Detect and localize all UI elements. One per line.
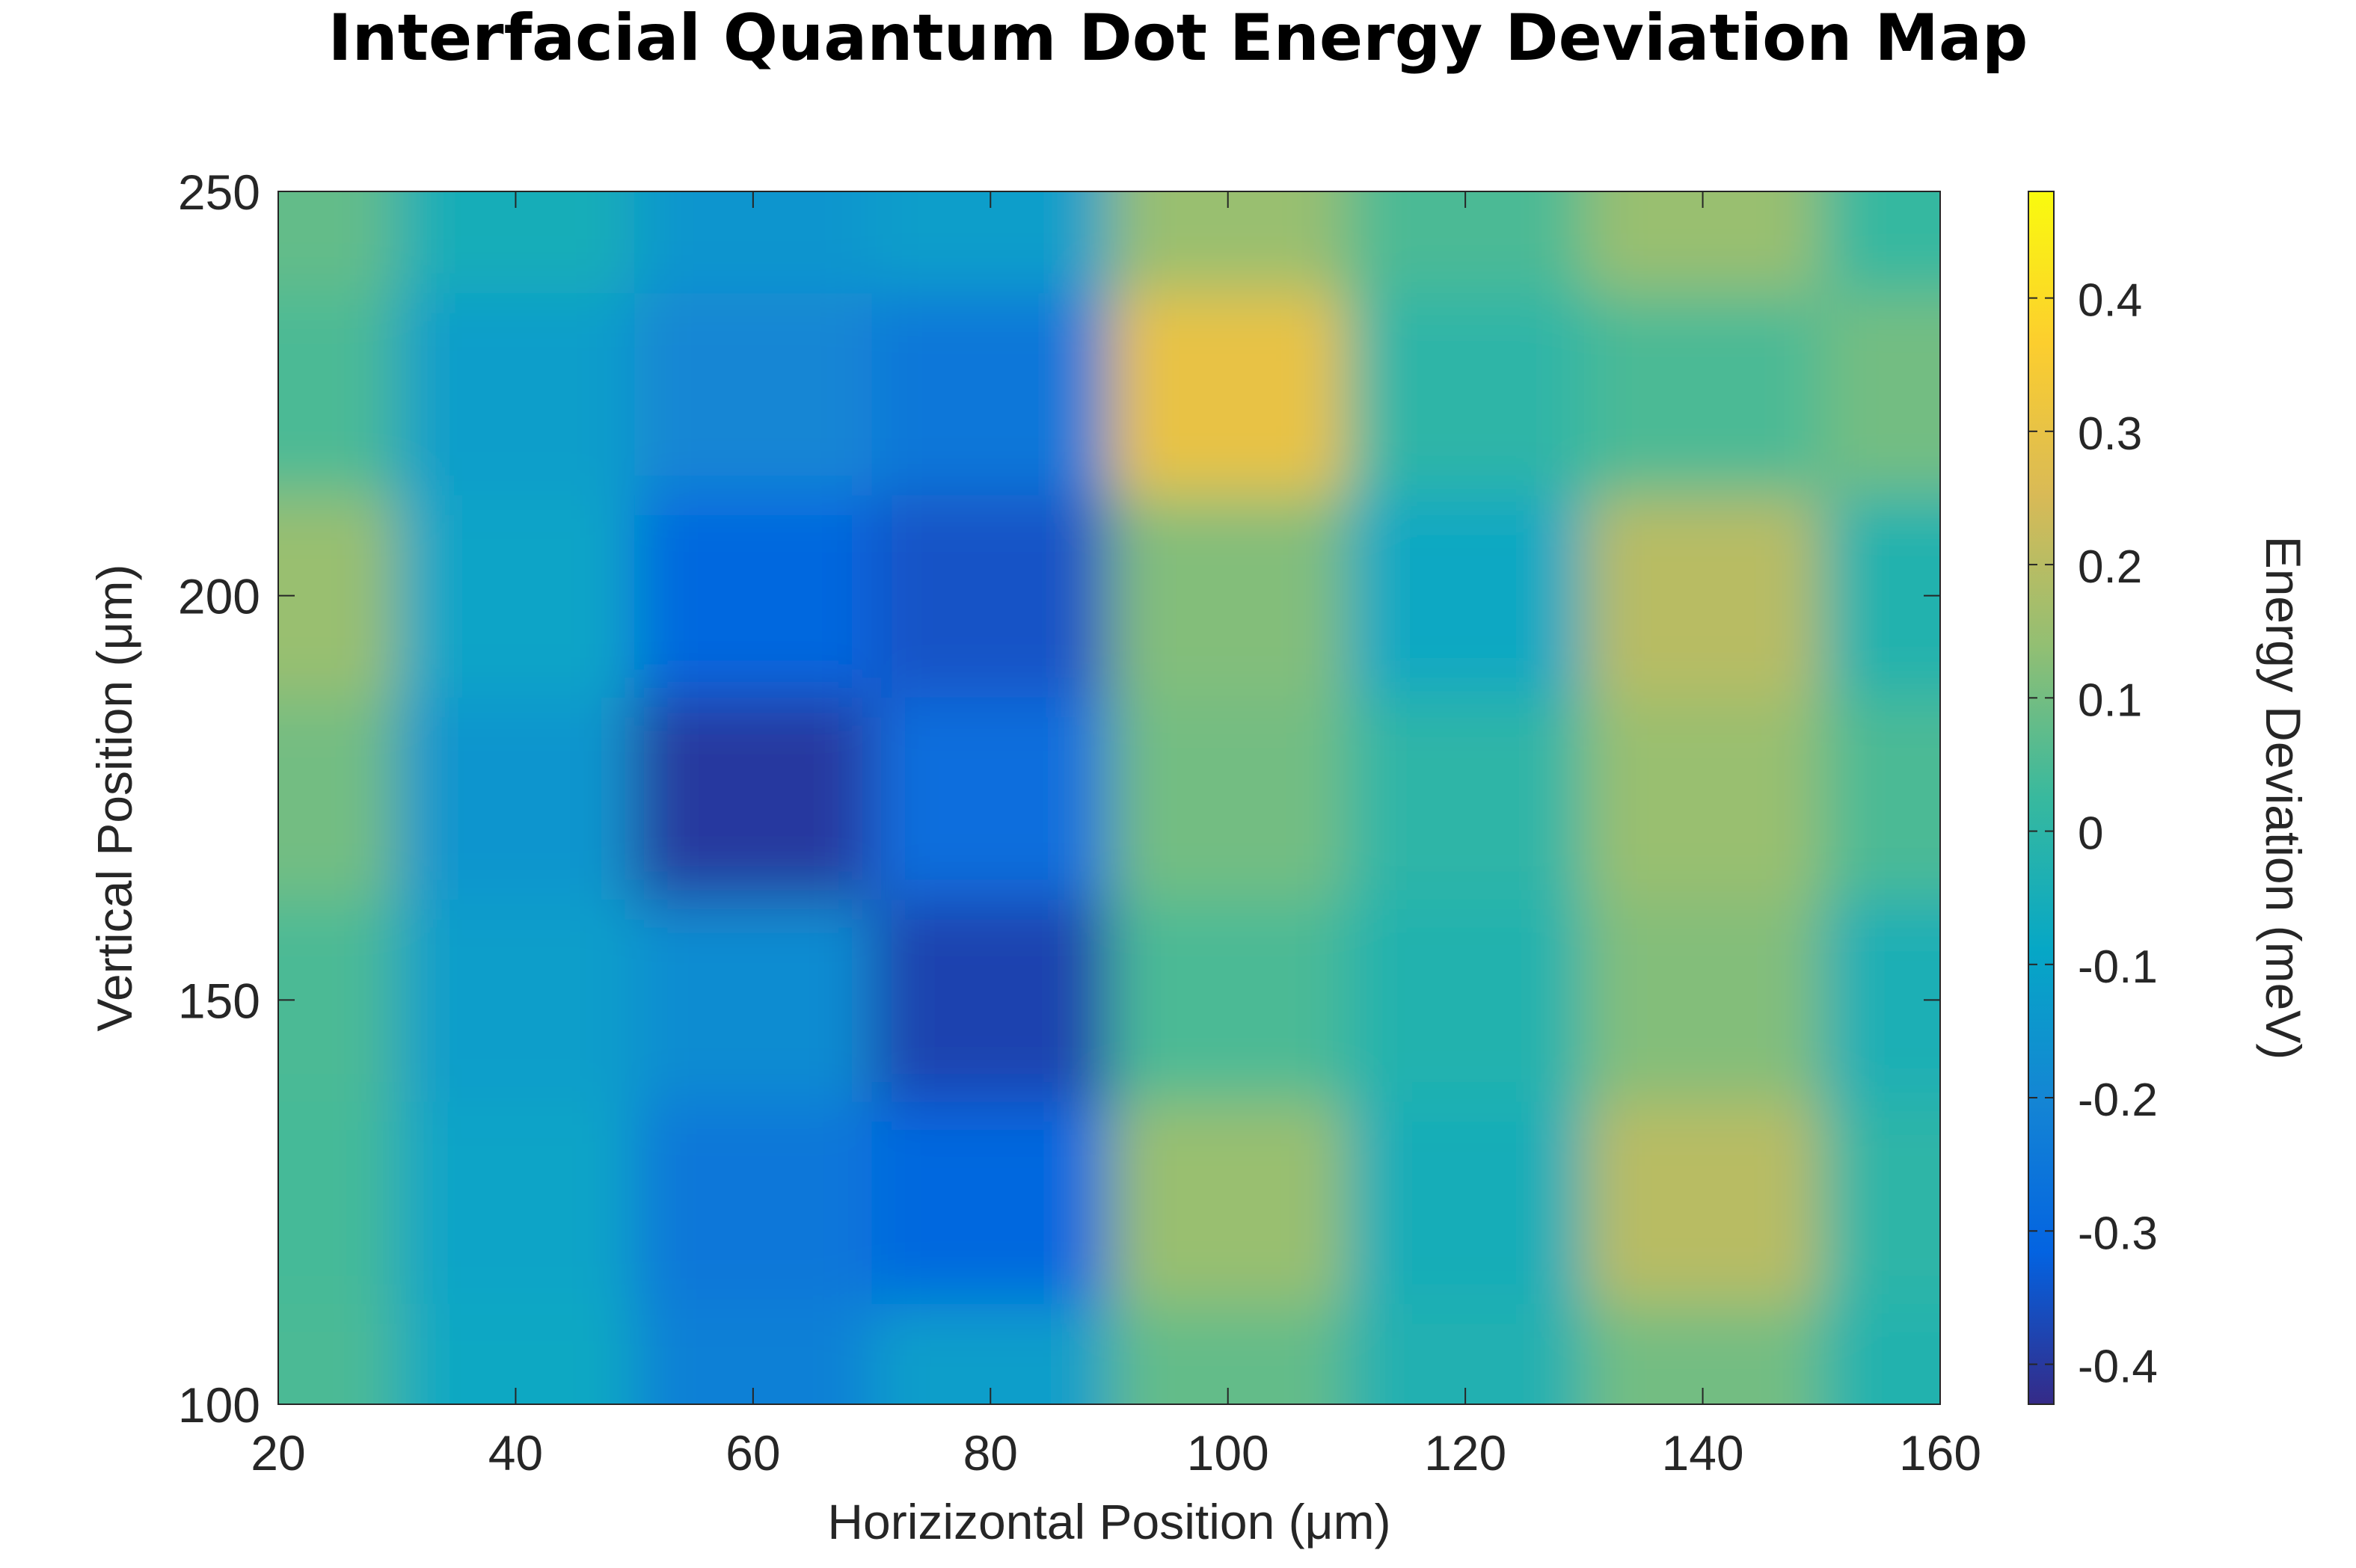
heatmap-cell [1346,1303,1585,1404]
heatmap-cell [396,191,636,294]
heatmap-cell [871,696,1110,900]
heatmap-cell [1821,191,1940,294]
x-tick-label: 140 [1662,1425,1744,1481]
colorbar-tick-label: 0 [2078,808,2103,860]
y-tick-label: 250 [178,165,260,220]
heatmap-cell [1109,1101,1348,1304]
heatmap-cell [278,1303,398,1404]
heatmap-cell [1109,292,1348,496]
heatmap-cell [396,1303,636,1404]
heatmap-cell [634,1101,873,1304]
heatmap-cell [634,1303,873,1404]
x-tick-label: 80 [963,1425,1018,1481]
x-tick-label: 20 [251,1425,305,1481]
heatmap-cell [1821,696,1940,900]
y-tick-label: 150 [178,973,260,1028]
heatmap-cell [278,696,398,900]
colorbar-tick-label: 0.2 [2078,541,2142,593]
heatmap-cell [634,494,873,698]
heatmap-cell [396,1101,636,1304]
heatmap-cell [278,292,398,496]
colorbar: -0.4 -0.3 -0.2 -0.1 0 0.1 0.2 0.3 0.4 [2028,191,2158,1405]
heatmap-cell [1109,1303,1348,1404]
x-axis-label: Horizizontal Position (μm) [827,1494,1390,1549]
x-tick-label: 100 [1187,1425,1269,1481]
colorbar-tick-label: -0.2 [2078,1074,2158,1126]
heatmap-cell [278,899,398,1102]
heatmap-cell [871,899,1110,1102]
y-tick-label: 200 [178,569,260,624]
heatmap-cell [871,1303,1110,1404]
heatmap-cell [1109,494,1348,698]
heatmap-cell [871,1101,1110,1304]
colorbar-tick-label: 0.1 [2078,674,2142,726]
heatmap-cell [634,696,873,900]
heatmap-cell [634,899,873,1102]
heatmap-cell [396,292,636,496]
plot-frame [277,191,1941,1405]
heatmap-cell [1821,1303,1940,1404]
x-tick-label: 160 [1899,1425,1981,1481]
heatmap-cell [1583,292,1823,496]
colorbar-gradient [2028,191,2055,1405]
heatmap-cell [1109,191,1348,294]
heatmap-cell [1583,1101,1823,1304]
heatmap-cells [278,191,1940,1404]
colorbar-tick-label: -0.1 [2078,941,2158,993]
heatmap-cell [278,1101,398,1304]
heatmap-cell [871,292,1110,496]
heatmap-cell [396,696,636,900]
heatmap-cell [871,191,1110,294]
heatmap-cell [1346,696,1585,900]
y-tick-label: 100 [178,1377,260,1433]
heatmap-cell [1346,191,1585,294]
colorbar-ticks: -0.4 -0.3 -0.2 -0.1 0 0.1 0.2 0.3 0.4 [2028,275,2158,1393]
heatmap-cell [871,494,1110,698]
heatmap-cell [1821,1101,1940,1304]
heatmap-cell [634,191,873,294]
heatmap-cell [1583,1303,1823,1404]
heatmap-cell [1821,292,1940,496]
heatmap-cell [1109,696,1348,900]
heatmap-cell [1346,1101,1585,1304]
heatmap-cell [634,292,873,496]
heatmap-cell [1346,899,1585,1102]
y-axis-label: Vertical Position (μm) [87,565,142,1032]
heatmap-cell [1109,899,1348,1102]
colorbar-tick-label: 0.4 [2078,275,2142,327]
x-tick-label: 40 [488,1425,543,1481]
heatmap-cell [278,191,398,294]
heatmap-cell [396,899,636,1102]
heatmap-cell [1583,696,1823,900]
heatmap-cell [1821,899,1940,1102]
y-axis: 100 150 200 250 [178,165,1940,1433]
heatmap-cell [1821,494,1940,698]
colorbar-tick-label: -0.3 [2078,1208,2158,1259]
heatmap-cell [278,494,398,698]
heatmap-cell [1583,899,1823,1102]
colorbar-tick-label: -0.4 [2078,1341,2158,1393]
heatmap-cell [1583,191,1823,294]
heatmap-cell [396,494,636,698]
heatmap-cell [1346,494,1585,698]
x-tick-label: 60 [725,1425,780,1481]
heatmap-cell [1346,292,1585,496]
colorbar-label: Energy Deviation (meV) [2256,536,2311,1060]
chart-title: Interfacial Quantum Dot Energy Deviation… [328,1,2028,76]
heatmap-cell [1583,494,1823,698]
colorbar-tick-label: 0.3 [2078,408,2142,460]
x-axis: 20 40 60 80 100 120 140 160 [251,191,1981,1481]
x-tick-label: 120 [1424,1425,1506,1481]
plot-area [277,191,1941,1405]
